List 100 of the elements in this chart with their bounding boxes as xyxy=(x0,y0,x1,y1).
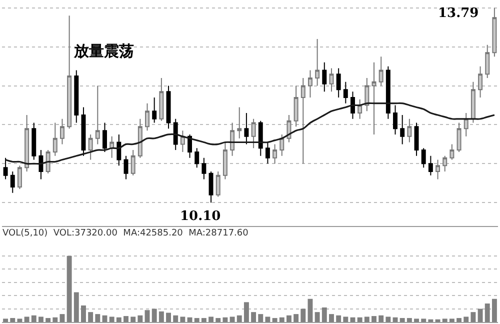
bar xyxy=(144,310,150,322)
candlestick xyxy=(258,120,263,156)
annotation: 13.79 xyxy=(438,6,479,21)
bar xyxy=(386,316,391,322)
candlestick xyxy=(237,106,242,139)
bar xyxy=(222,317,228,322)
bar xyxy=(286,315,292,322)
bar xyxy=(308,298,313,322)
bar xyxy=(470,312,476,322)
bar xyxy=(400,318,405,322)
bar xyxy=(449,318,454,322)
candlestick xyxy=(286,114,292,143)
bar xyxy=(216,318,221,322)
candlestick xyxy=(32,122,36,160)
candlestick xyxy=(364,78,370,112)
candlestick xyxy=(300,78,306,164)
bar xyxy=(464,316,469,322)
candlestick xyxy=(329,68,334,92)
bar xyxy=(95,314,100,322)
candlestick xyxy=(38,150,44,180)
bar xyxy=(364,316,370,322)
candlestick xyxy=(95,85,100,145)
candlestick xyxy=(145,102,150,132)
bar xyxy=(66,256,72,322)
candlestick xyxy=(265,142,270,164)
bar xyxy=(187,317,192,322)
bar xyxy=(38,316,44,322)
bar xyxy=(194,318,200,322)
bar xyxy=(435,319,440,322)
candlestick xyxy=(46,150,50,174)
annotation: 放量震荡 xyxy=(73,42,134,60)
candlestick xyxy=(67,15,72,130)
bar xyxy=(180,316,186,322)
candlestick xyxy=(272,144,278,164)
bar xyxy=(88,312,94,322)
bar xyxy=(406,318,412,322)
bar xyxy=(52,317,58,322)
candlestick xyxy=(428,155,433,176)
candlestick xyxy=(456,122,462,152)
candlestick xyxy=(222,142,228,180)
candlestick xyxy=(60,118,64,145)
candlestick xyxy=(386,66,390,120)
bar xyxy=(456,318,462,322)
bar xyxy=(17,318,22,322)
candlestick xyxy=(110,136,114,158)
candlestick xyxy=(393,104,398,135)
bar xyxy=(124,316,128,322)
candlestick xyxy=(88,134,93,160)
candlestick xyxy=(180,130,185,152)
candlestick xyxy=(400,114,405,145)
candlestick xyxy=(81,106,86,156)
candlestick xyxy=(188,134,192,158)
bar xyxy=(230,316,235,322)
candlestick xyxy=(74,70,79,124)
bar xyxy=(272,318,278,322)
bar xyxy=(251,312,256,322)
bar xyxy=(414,318,419,322)
bar xyxy=(46,318,51,322)
candlestick xyxy=(407,118,412,143)
candlestick xyxy=(173,118,178,151)
candlestick xyxy=(152,96,157,124)
candlestick xyxy=(202,157,206,180)
bar xyxy=(265,316,270,322)
candlestick xyxy=(308,70,312,98)
bar xyxy=(116,317,122,322)
candlestick xyxy=(138,118,142,158)
bar xyxy=(329,314,334,322)
chart-title: VOL(5,10) VOL:37320.00 MA:42585.20 MA:28717.60 xyxy=(2,228,249,239)
bar xyxy=(421,318,426,322)
bar xyxy=(158,311,164,322)
bar xyxy=(201,318,206,322)
bar xyxy=(258,314,264,322)
bar xyxy=(3,318,8,322)
bar xyxy=(336,315,342,322)
candlestick xyxy=(372,62,376,135)
bar xyxy=(244,302,249,322)
candlestick xyxy=(464,112,468,137)
candlestick xyxy=(244,112,249,145)
candlestick xyxy=(194,148,200,168)
candlestick xyxy=(343,81,348,104)
bar xyxy=(173,315,178,322)
candlestick xyxy=(159,78,164,122)
candlestick xyxy=(102,122,107,152)
candlestick xyxy=(116,134,122,166)
candlestick xyxy=(442,155,448,172)
bar xyxy=(343,316,348,322)
candlestick xyxy=(10,170,15,194)
bar xyxy=(378,315,384,322)
bar xyxy=(294,314,299,322)
bar xyxy=(314,312,320,322)
bar xyxy=(152,308,157,322)
bar xyxy=(322,307,327,322)
candlestick xyxy=(436,159,440,180)
bar xyxy=(10,318,16,322)
candlestick xyxy=(208,170,214,204)
bar xyxy=(138,315,143,322)
bar xyxy=(442,318,448,322)
bar xyxy=(60,314,65,322)
candlestick xyxy=(336,68,341,98)
candlestick xyxy=(358,98,362,120)
